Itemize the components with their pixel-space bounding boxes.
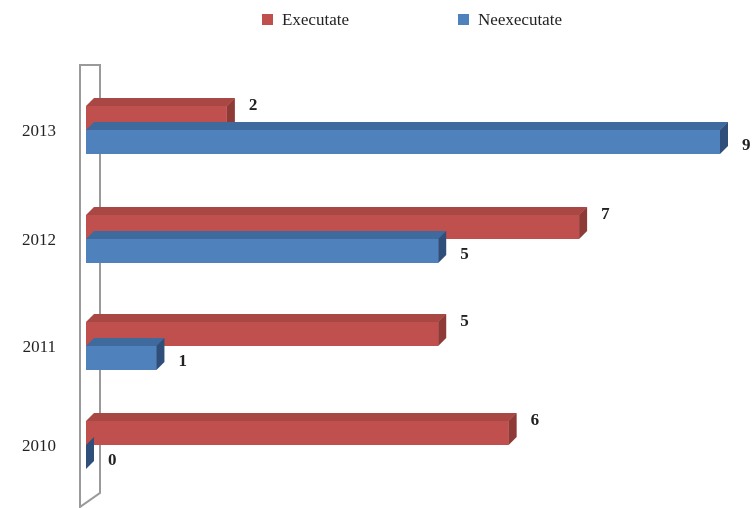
- label-layer: 2010 2011 2012 2013 6 0 5 1 7 5 2 9: [22, 95, 751, 469]
- bar-executate-2010: [86, 413, 517, 445]
- bar-side-face: [579, 207, 588, 239]
- data-label-executate-2013: 2: [249, 95, 258, 114]
- axis-layer: [79, 64, 101, 508]
- bar-side-face: [438, 231, 447, 263]
- legend-label-executate: Executate: [282, 10, 349, 29]
- bar-side-face: [720, 122, 728, 154]
- data-label-executate-2010: 6: [531, 410, 540, 429]
- legend-swatch-neexecutate: [458, 14, 469, 25]
- data-label-neexecutate-2012: 5: [460, 244, 469, 263]
- bar-top-face: [86, 122, 728, 130]
- bar-top-face: [86, 314, 447, 322]
- bar-neexecutate-2012: [86, 231, 447, 263]
- bar-top-face: [86, 338, 165, 346]
- bar-side-face: [508, 413, 517, 445]
- data-label-executate-2011: 5: [460, 311, 469, 330]
- bar-top-face: [86, 413, 517, 421]
- bar-neexecutate-2010: [86, 437, 94, 469]
- bar-neexecutate-2013: [86, 122, 728, 154]
- legend: Executate Neexecutate: [262, 10, 562, 29]
- bar-layer: [86, 98, 728, 469]
- y-tick-label-2013: 2013: [22, 121, 56, 140]
- bar-side-face: [86, 437, 94, 469]
- data-label-neexecutate-2011: 1: [178, 351, 187, 370]
- bar-top-face: [86, 207, 588, 215]
- bar-side-face: [438, 314, 447, 346]
- data-label-neexecutate-2013: 9: [742, 135, 751, 154]
- data-label-executate-2012: 7: [601, 204, 610, 223]
- y-tick-label-2010: 2010: [22, 436, 56, 455]
- y-tick-label-2012: 2012: [22, 230, 56, 249]
- bar-side-face: [156, 338, 165, 370]
- legend-label-neexecutate: Neexecutate: [478, 10, 562, 29]
- bar-front-face: [86, 130, 720, 154]
- bar-neexecutate-2011: [86, 338, 165, 370]
- data-label-neexecutate-2010: 0: [108, 450, 117, 469]
- bar-top-face: [86, 231, 447, 239]
- bar-front-face: [86, 239, 439, 263]
- y-tick-label-2011: 2011: [23, 337, 56, 356]
- bar-top-face: [86, 98, 235, 106]
- legend-swatch-executate: [262, 14, 273, 25]
- bar-front-face: [86, 346, 157, 370]
- bar-front-face: [86, 421, 509, 445]
